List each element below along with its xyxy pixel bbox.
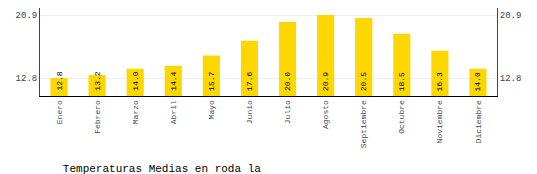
svg-text:Temperaturas Medias en roda la: Temperaturas Medias en roda la	[63, 163, 261, 174]
svg-text:Agosto: Agosto	[321, 100, 330, 129]
svg-text:Junio: Junio	[245, 100, 254, 124]
svg-text:20.0: 20.0	[283, 72, 292, 91]
svg-text:Octubre: Octubre	[397, 100, 406, 134]
svg-text:14.0: 14.0	[473, 72, 482, 91]
svg-text:14.4: 14.4	[169, 71, 178, 90]
svg-text:Septiembre: Septiembre	[359, 100, 368, 148]
svg-text:Mayo: Mayo	[207, 100, 216, 119]
svg-text:12.8: 12.8	[16, 74, 38, 84]
svg-text:Marzo: Marzo	[131, 100, 140, 124]
svg-text:20.5: 20.5	[359, 72, 368, 91]
svg-text:16.3: 16.3	[435, 72, 444, 91]
svg-text:Febrero: Febrero	[93, 100, 102, 134]
svg-text:14.0: 14.0	[131, 71, 140, 90]
svg-text:18.5: 18.5	[397, 72, 406, 91]
svg-text:Enero: Enero	[55, 100, 64, 124]
svg-text:13.2: 13.2	[93, 71, 102, 90]
svg-text:Abril: Abril	[169, 100, 178, 124]
svg-text:20.9: 20.9	[321, 72, 330, 91]
svg-text:12.8: 12.8	[500, 74, 522, 84]
svg-text:12.8: 12.8	[55, 71, 64, 90]
svg-text:20.9: 20.9	[16, 11, 38, 21]
svg-text:Diciembre: Diciembre	[474, 100, 483, 143]
svg-text:Noviembre: Noviembre	[435, 100, 444, 143]
svg-text:20.9: 20.9	[500, 11, 522, 21]
svg-text:15.7: 15.7	[207, 71, 216, 90]
svg-text:17.6: 17.6	[245, 72, 254, 91]
svg-text:Julio: Julio	[283, 100, 292, 124]
